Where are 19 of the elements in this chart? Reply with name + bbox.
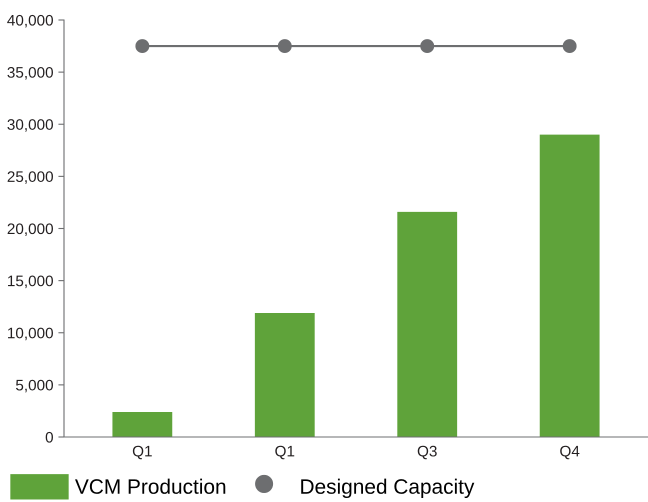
bar bbox=[254, 312, 315, 437]
bar bbox=[112, 412, 172, 437]
legend-label: VCM Production bbox=[75, 478, 226, 494]
y-tick-label: 10,000 bbox=[8, 328, 53, 340]
y-tick-label: 20,000 bbox=[8, 223, 53, 236]
x-tick-label: Q1 bbox=[132, 446, 152, 460]
bar bbox=[540, 134, 600, 437]
x-tick-label: Q4 bbox=[560, 446, 580, 460]
x-tick-label: Q3 bbox=[418, 446, 437, 460]
y-tick-label: 40,000 bbox=[7, 14, 53, 28]
legend-label: Designed Capacity bbox=[301, 478, 474, 498]
bar bbox=[397, 212, 458, 437]
y-tick-label: 5,000 bbox=[16, 380, 53, 392]
y-tick-label: 35,000 bbox=[7, 66, 53, 80]
y-tick-label: 15,000 bbox=[8, 275, 53, 288]
y-tick-label: 30,000 bbox=[7, 119, 53, 132]
y-tick-label: 25,000 bbox=[8, 171, 53, 184]
y-tick-label: 0 bbox=[46, 432, 53, 443]
x-tick-label: Q1 bbox=[275, 446, 294, 460]
